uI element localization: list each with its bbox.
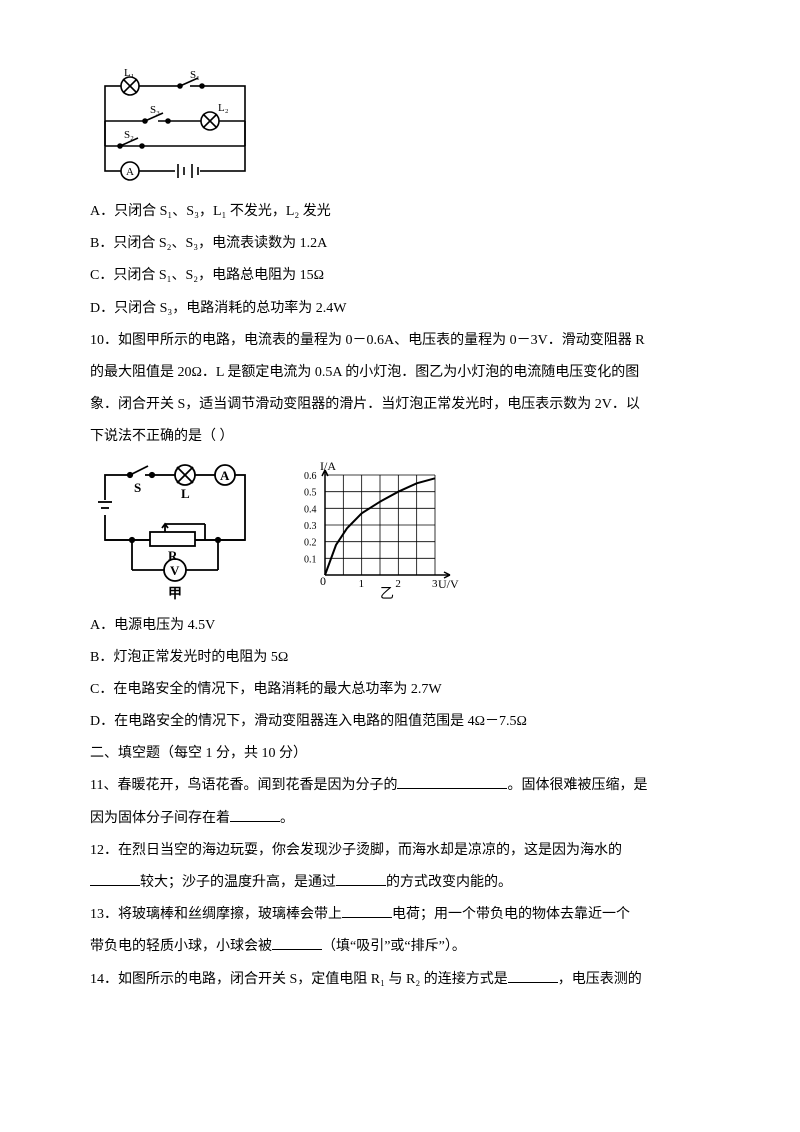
q9-option-b: B．只闭合 S₂、S₃，电流表读数为 1.2A bbox=[90, 228, 710, 260]
circuit-diagram-2: S L A R V 甲 bbox=[90, 460, 260, 600]
q11-text-d: 。 bbox=[280, 811, 294, 826]
q9-option-d: D．只闭合 S₃，电路消耗的总功率为 2.4W bbox=[90, 293, 710, 325]
q9-option-a: A．只闭合 S₁、S₃，L₁ 不发光，L₂ 发光 bbox=[90, 196, 710, 228]
label-l2: L₂ bbox=[218, 102, 229, 114]
q10-line4: 下说法不正确的是（ ） bbox=[90, 421, 710, 453]
q10-line2: 的最大阻值是 20Ω．L 是额定电流为 0.5A 的小灯泡．图乙为小灯泡的电流随… bbox=[90, 357, 710, 389]
q10-option-a: A．电源电压为 4.5V bbox=[90, 610, 710, 642]
q10-line3: 象．闭合开关 S，适当调节滑动变阻器的滑片．当灯泡正常发光时，电压表示数为 2V… bbox=[90, 389, 710, 421]
circuit-diagram-1: L₁ S₁ S₃ L₂ S₂ A bbox=[90, 66, 710, 186]
q13-text-b: 电荷；用一个带负电的物体去靠近一个 bbox=[392, 907, 630, 922]
section-2-heading: 二、填空题（每空 1 分，共 10 分） bbox=[90, 738, 710, 770]
label-s3: S₃ bbox=[150, 104, 160, 116]
q11-line1: 11、春暖花开，鸟语花香。闻到花香是因为分子的 。固体很难被压缩，是 bbox=[90, 770, 710, 802]
q11-text-c: 因为固体分子间存在着 bbox=[90, 811, 230, 826]
label-l1: L₁ bbox=[124, 67, 135, 79]
svg-text:S: S bbox=[134, 480, 141, 495]
q14-blank-1 bbox=[508, 966, 558, 982]
q13-line2: 带负电的轻质小球，小球会被 （填“吸引”或“排斥”）。 bbox=[90, 931, 710, 963]
label-a: A bbox=[126, 166, 134, 178]
label-s2: S₂ bbox=[124, 129, 134, 141]
graph-ylabel: I/A bbox=[320, 460, 336, 473]
svg-text:0.5: 0.5 bbox=[304, 487, 317, 498]
q12-blank-2 bbox=[336, 870, 386, 886]
q14-line1: 14．如图所示的电路，闭合开关 S，定值电阻 R₁ 与 R₂ 的连接方式是 ，电压… bbox=[90, 964, 710, 996]
q13-blank-2 bbox=[272, 934, 322, 950]
q10-figures: S L A R V 甲 I/A U/V 0 0.1 0.2 0.3 0.4 0.5 0.6… bbox=[90, 460, 710, 600]
graph-iv-curve: I/A U/V 0 0.1 0.2 0.3 0.4 0.5 0.6 1 2 3 乙 bbox=[290, 460, 460, 600]
q14-text-a: 14．如图所示的电路，闭合开关 S，定值电阻 R₁ 与 R₂ 的连接方式是 bbox=[90, 972, 508, 987]
q12-text-c: 的方式改变内能的。 bbox=[386, 875, 512, 890]
svg-text:0.6: 0.6 bbox=[304, 471, 317, 482]
label-s1: S₁ bbox=[190, 69, 200, 81]
q14-text-b: ，电压表测的 bbox=[558, 972, 642, 987]
q12-line1: 12．在烈日当空的海边玩耍，你会发现沙子烫脚，而海水却是凉凉的，这是因为海水的 bbox=[90, 835, 710, 867]
q11-line2: 因为固体分子间存在着 。 bbox=[90, 803, 710, 835]
q12-blank-1 bbox=[90, 870, 140, 886]
q13-text-c: 带负电的轻质小球，小球会被 bbox=[90, 939, 272, 954]
q10-option-d: D．在电路安全的情况下，滑动变阻器连入电路的阻值范围是 4Ω－7.5Ω bbox=[90, 706, 710, 738]
graph-caption: 乙 bbox=[380, 586, 394, 600]
svg-text:2: 2 bbox=[395, 578, 401, 590]
svg-text:0.3: 0.3 bbox=[304, 521, 317, 532]
q13-line1: 13．将玻璃棒和丝绸摩擦，玻璃棒会带上 电荷；用一个带负电的物体去靠近一个 bbox=[90, 899, 710, 931]
graph-xlabel: U/V bbox=[438, 577, 459, 591]
q12-line2: 较大；沙子的温度升高，是通过 的方式改变内能的。 bbox=[90, 867, 710, 899]
q11-text-a: 11、春暖花开，鸟语花香。闻到花香是因为分子的 bbox=[90, 778, 397, 793]
svg-text:0.4: 0.4 bbox=[304, 504, 317, 515]
svg-text:V: V bbox=[170, 563, 180, 578]
q11-blank-2 bbox=[230, 805, 280, 821]
svg-text:0.2: 0.2 bbox=[304, 537, 317, 548]
q12-text-b: 较大；沙子的温度升高，是通过 bbox=[140, 875, 336, 890]
circuit2-caption: 甲 bbox=[168, 586, 182, 600]
svg-text:3: 3 bbox=[432, 578, 438, 590]
svg-text:0.1: 0.1 bbox=[304, 554, 317, 565]
svg-text:L: L bbox=[181, 486, 190, 501]
svg-text:A: A bbox=[220, 468, 230, 483]
q10-line1: 10．如图甲所示的电路，电流表的量程为 0－0.6A、电压表的量程为 0－3V．… bbox=[90, 325, 710, 357]
q9-option-c: C．只闭合 S₁、S₂，电路总电阻为 15Ω bbox=[90, 260, 710, 292]
q11-blank-1 bbox=[397, 773, 507, 789]
q13-text-d: （填“吸引”或“排斥”）。 bbox=[322, 939, 466, 954]
q10-option-b: B．灯泡正常发光时的电阻为 5Ω bbox=[90, 642, 710, 674]
svg-text:1: 1 bbox=[359, 578, 365, 590]
q11-text-b: 。固体很难被压缩，是 bbox=[507, 778, 647, 793]
q13-text-a: 13．将玻璃棒和丝绸摩擦，玻璃棒会带上 bbox=[90, 907, 342, 922]
svg-text:R: R bbox=[168, 548, 178, 563]
q10-option-c: C．在电路安全的情况下，电路消耗的最大总功率为 2.7W bbox=[90, 674, 710, 706]
q13-blank-1 bbox=[342, 902, 392, 918]
svg-text:0: 0 bbox=[320, 574, 326, 588]
